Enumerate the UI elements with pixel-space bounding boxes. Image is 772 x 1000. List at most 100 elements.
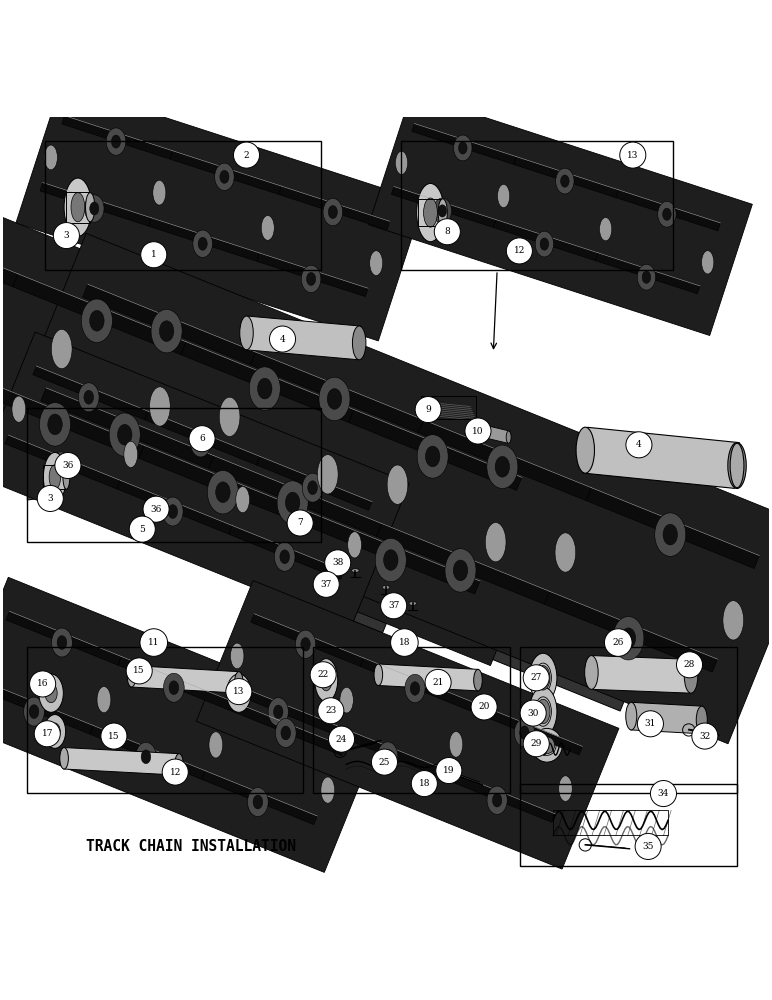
- Ellipse shape: [249, 367, 280, 410]
- Ellipse shape: [107, 128, 126, 155]
- Text: 36: 36: [151, 505, 162, 514]
- Ellipse shape: [340, 687, 354, 713]
- Text: 5: 5: [139, 525, 145, 534]
- Ellipse shape: [50, 452, 71, 481]
- Circle shape: [411, 771, 438, 797]
- Ellipse shape: [235, 487, 249, 513]
- Text: 38: 38: [332, 558, 344, 567]
- Ellipse shape: [474, 669, 482, 691]
- Text: 32: 32: [699, 732, 710, 741]
- Polygon shape: [0, 233, 772, 744]
- Ellipse shape: [286, 492, 300, 513]
- Ellipse shape: [240, 316, 253, 350]
- Ellipse shape: [730, 443, 744, 488]
- Polygon shape: [62, 116, 173, 159]
- Ellipse shape: [44, 715, 66, 748]
- Ellipse shape: [127, 666, 136, 687]
- Text: 15: 15: [134, 666, 145, 675]
- Polygon shape: [5, 435, 120, 489]
- Circle shape: [635, 833, 661, 859]
- Text: 2: 2: [244, 151, 249, 160]
- Polygon shape: [0, 393, 391, 633]
- Ellipse shape: [584, 656, 598, 689]
- Ellipse shape: [232, 684, 245, 703]
- Polygon shape: [118, 656, 233, 710]
- Circle shape: [638, 711, 663, 737]
- Bar: [313, 647, 510, 793]
- Ellipse shape: [382, 585, 390, 589]
- Bar: [422, 396, 476, 419]
- Polygon shape: [469, 702, 583, 755]
- Polygon shape: [27, 458, 302, 500]
- Polygon shape: [0, 577, 382, 872]
- Polygon shape: [6, 611, 121, 665]
- Polygon shape: [0, 206, 19, 287]
- Ellipse shape: [303, 473, 323, 502]
- Text: 37: 37: [388, 601, 399, 610]
- Circle shape: [233, 142, 259, 168]
- Ellipse shape: [520, 726, 529, 739]
- Ellipse shape: [637, 264, 655, 290]
- Ellipse shape: [576, 427, 594, 473]
- Ellipse shape: [253, 795, 262, 809]
- Ellipse shape: [308, 481, 317, 495]
- Ellipse shape: [150, 387, 171, 426]
- Polygon shape: [27, 431, 302, 485]
- Ellipse shape: [220, 170, 229, 183]
- Ellipse shape: [29, 705, 39, 718]
- Ellipse shape: [86, 193, 95, 222]
- Polygon shape: [442, 770, 555, 822]
- Ellipse shape: [621, 628, 635, 649]
- Polygon shape: [418, 420, 591, 501]
- Polygon shape: [144, 411, 260, 465]
- Text: 1: 1: [151, 250, 157, 259]
- Ellipse shape: [375, 538, 406, 582]
- Ellipse shape: [151, 309, 182, 353]
- Ellipse shape: [109, 413, 141, 456]
- Ellipse shape: [164, 673, 185, 702]
- Ellipse shape: [124, 441, 137, 468]
- Polygon shape: [378, 664, 479, 691]
- Polygon shape: [0, 332, 409, 627]
- Ellipse shape: [208, 470, 239, 514]
- Text: 6: 6: [199, 434, 205, 443]
- Ellipse shape: [198, 237, 207, 250]
- Ellipse shape: [417, 435, 449, 478]
- Ellipse shape: [0, 319, 2, 358]
- Ellipse shape: [433, 198, 452, 224]
- Ellipse shape: [530, 687, 557, 736]
- Ellipse shape: [560, 175, 569, 187]
- Text: 9: 9: [425, 405, 431, 414]
- Circle shape: [126, 658, 152, 684]
- Ellipse shape: [384, 550, 398, 570]
- Ellipse shape: [555, 533, 576, 572]
- Ellipse shape: [506, 431, 511, 443]
- Polygon shape: [257, 253, 368, 297]
- Ellipse shape: [45, 145, 57, 170]
- Text: 18: 18: [418, 779, 430, 788]
- Text: 8: 8: [445, 227, 450, 236]
- Ellipse shape: [417, 183, 444, 242]
- Ellipse shape: [495, 456, 510, 477]
- Circle shape: [435, 219, 460, 245]
- Polygon shape: [349, 410, 522, 490]
- Ellipse shape: [209, 732, 223, 758]
- Ellipse shape: [514, 719, 534, 747]
- Text: 28: 28: [684, 660, 696, 669]
- Ellipse shape: [71, 193, 85, 222]
- Ellipse shape: [535, 231, 554, 257]
- Ellipse shape: [90, 202, 99, 215]
- Polygon shape: [306, 513, 480, 594]
- Ellipse shape: [258, 378, 272, 399]
- Ellipse shape: [378, 742, 398, 770]
- Circle shape: [604, 629, 632, 656]
- Ellipse shape: [702, 251, 714, 274]
- Ellipse shape: [387, 465, 408, 504]
- Text: 23: 23: [325, 706, 337, 715]
- Polygon shape: [90, 726, 205, 779]
- Ellipse shape: [169, 681, 178, 695]
- Ellipse shape: [153, 180, 166, 205]
- Ellipse shape: [728, 443, 747, 489]
- Circle shape: [436, 758, 462, 784]
- Polygon shape: [196, 581, 619, 869]
